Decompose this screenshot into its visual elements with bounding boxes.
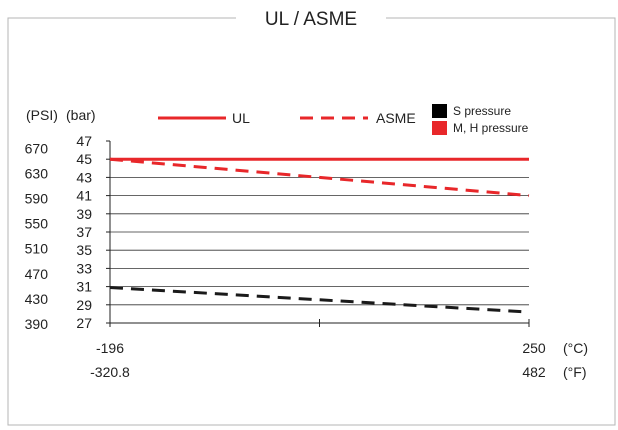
x-unit-c: (°C) (563, 340, 588, 356)
y-tick-label-bar: 33 (76, 260, 92, 276)
y-tick-labels-bar: 47 45 43 41 39 37 35 33 31 29 27 (76, 133, 92, 331)
psi-unit-label: (PSI) (26, 107, 58, 123)
legend-s-pressure-swatch (432, 104, 447, 118)
series-lines (109, 157, 530, 314)
legend: UL ASME S pressure M, H pressure (158, 104, 529, 135)
y-tick-label-psi: 590 (25, 191, 49, 207)
y-tick-label-bar: 43 (76, 169, 92, 185)
legend-mh-pressure-label: M, H pressure (453, 121, 529, 135)
x-tick-c-min: -196 (96, 340, 124, 356)
legend-mh-pressure-swatch (432, 121, 447, 135)
y-tick-label-bar: 41 (76, 188, 92, 204)
y-tick-label-psi: 510 (25, 241, 49, 257)
chart-frame (7, 17, 616, 426)
x-tick-f-min: -320.8 (90, 364, 130, 380)
y-tick-label-psi: 670 (25, 140, 49, 156)
grid-lines (110, 158, 529, 306)
series-line-asme-s (109, 286, 530, 314)
axes (106, 140, 530, 327)
y-tick-label-bar: 35 (76, 242, 92, 258)
y-tick-label-bar: 37 (76, 224, 92, 240)
y-tick-label-bar: 31 (76, 279, 92, 295)
y-tick-label-bar: 39 (76, 206, 92, 222)
y-tick-label-psi: 550 (25, 216, 49, 232)
series-line-asme-mh (109, 157, 530, 198)
legend-ul-label: UL (232, 110, 250, 126)
bar-unit-label: (bar) (66, 107, 96, 123)
y-tick-label-psi: 630 (25, 165, 49, 181)
y-tick-label-bar: 47 (76, 133, 92, 149)
y-tick-label-psi: 390 (25, 316, 49, 332)
y-tick-label-bar: 29 (76, 297, 92, 313)
y-tick-label-bar: 27 (76, 315, 92, 331)
legend-s-pressure-label: S pressure (453, 104, 511, 118)
x-tick-f-max: 482 (522, 364, 546, 380)
y-tick-labels-psi: 670 630 590 550 510 470 430 390 (25, 140, 49, 332)
y-tick-label-psi: 470 (25, 266, 49, 282)
y-tick-label-psi: 430 (25, 291, 49, 307)
chart-title: UL / ASME (265, 9, 357, 30)
legend-asme-label: ASME (376, 110, 416, 126)
x-unit-f: (°F) (563, 364, 586, 380)
y-tick-label-bar: 45 (76, 151, 92, 167)
x-tick-c-max: 250 (522, 340, 546, 356)
